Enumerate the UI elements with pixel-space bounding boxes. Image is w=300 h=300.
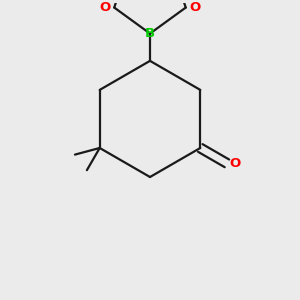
Text: O: O	[189, 1, 200, 14]
Text: B: B	[145, 27, 155, 40]
Text: O: O	[100, 1, 111, 14]
Text: O: O	[229, 157, 241, 170]
